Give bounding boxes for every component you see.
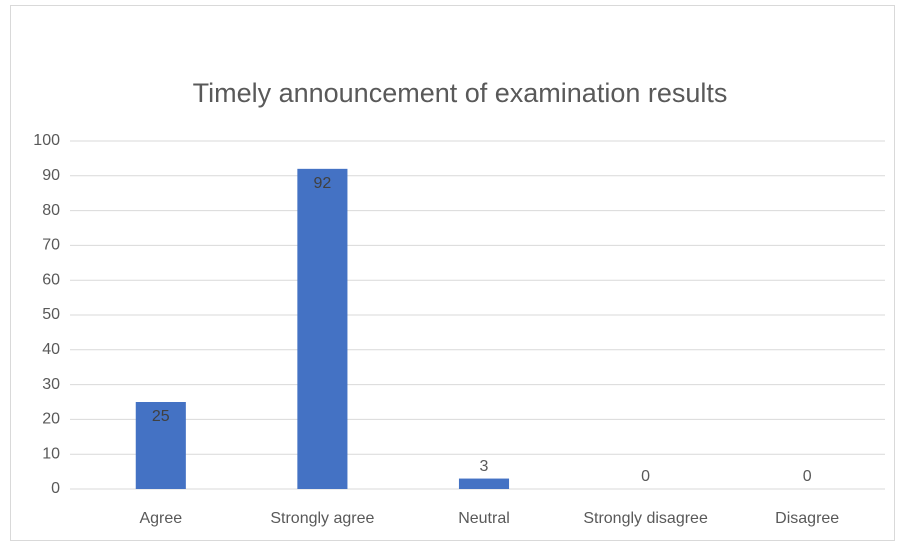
y-tick-label: 40 xyxy=(42,341,60,358)
x-tick-label: Strongly disagree xyxy=(583,510,708,527)
bar xyxy=(458,478,510,489)
x-tick-label: Strongly agree xyxy=(270,510,374,527)
data-label: 3 xyxy=(480,458,489,475)
data-label: 0 xyxy=(641,468,650,485)
y-tick-label: 70 xyxy=(42,237,60,254)
x-tick-label: Agree xyxy=(139,510,182,527)
y-tick-label: 50 xyxy=(42,306,60,323)
y-tick-label: 20 xyxy=(42,411,60,428)
y-tick-label: 90 xyxy=(42,167,60,184)
y-tick-label: 30 xyxy=(42,376,60,393)
y-tick-label: 60 xyxy=(42,271,60,288)
x-tick-label: Neutral xyxy=(458,510,510,527)
y-tick-label: 10 xyxy=(42,445,60,462)
data-label: 0 xyxy=(803,468,812,485)
chart-title: Timely announcement of examination resul… xyxy=(193,78,728,108)
y-tick-label: 80 xyxy=(42,202,60,219)
bar xyxy=(297,168,348,489)
data-label: 92 xyxy=(314,175,332,192)
x-tick-label: Disagree xyxy=(775,510,839,527)
y-tick-label: 100 xyxy=(33,132,60,149)
bar xyxy=(135,402,186,489)
data-label: 25 xyxy=(152,408,170,425)
y-tick-label: 0 xyxy=(51,480,60,497)
